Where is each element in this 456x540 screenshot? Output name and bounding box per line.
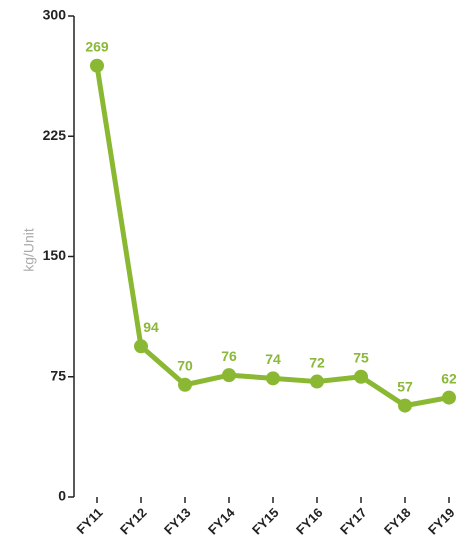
y-tick-label: 0 (58, 488, 66, 504)
data-label: 57 (397, 378, 413, 394)
y-tick-label: 300 (43, 7, 67, 23)
point (222, 368, 236, 383)
y-tick-label: 75 (50, 367, 66, 383)
point (310, 374, 324, 389)
data-label: 62 (441, 370, 456, 386)
data-label: 94 (143, 319, 159, 335)
data-label: 75 (353, 349, 369, 365)
y-tick-label: 150 (43, 247, 67, 263)
data-label: 72 (309, 354, 325, 370)
point (90, 58, 104, 73)
point (266, 371, 280, 386)
point (354, 369, 368, 384)
data-label: 70 (177, 357, 193, 373)
point (134, 339, 148, 354)
data-label: 74 (265, 351, 281, 367)
point (178, 377, 192, 392)
data-label: 269 (85, 38, 109, 54)
point (442, 390, 456, 405)
point (398, 398, 412, 413)
data-label: 76 (221, 348, 237, 364)
y-tick-label: 225 (43, 127, 67, 143)
y-axis-label: kg/Unit (21, 228, 37, 272)
